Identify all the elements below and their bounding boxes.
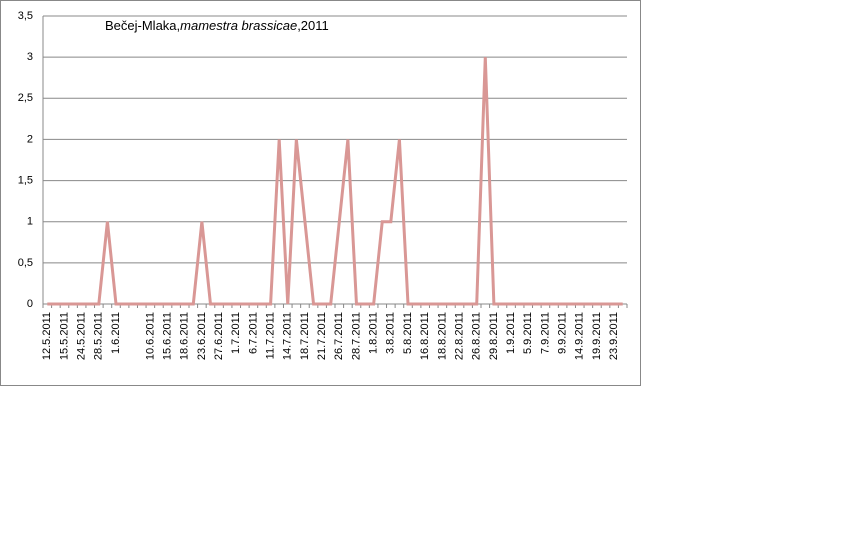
- x-tick-label: 23.9.2011: [608, 312, 620, 360]
- x-tick-label: 1.9.2011: [505, 312, 517, 354]
- x-tick-label: 26.7.2011: [333, 312, 345, 360]
- x-tick-label: 23.6.2011: [196, 312, 208, 360]
- title-part: Bečej-Mlaka,: [105, 18, 180, 33]
- x-tick-label: 22.8.2011: [453, 312, 465, 360]
- x-tick-label: 19.9.2011: [591, 312, 603, 360]
- x-tick-label: 11.7.2011: [264, 312, 276, 359]
- y-tick-label: 1,5: [18, 174, 33, 186]
- y-tick-label: 2: [27, 133, 33, 145]
- x-tick-label: 18.6.2011: [179, 312, 191, 360]
- x-tick-label: 12.5.2011: [41, 312, 53, 360]
- y-tick-label: 0: [27, 298, 33, 310]
- x-tick-label: 14.9.2011: [574, 312, 586, 360]
- x-tick-label: 27.6.2011: [213, 312, 225, 360]
- x-tick-label: 18.8.2011: [436, 312, 448, 360]
- data-line: [47, 57, 623, 306]
- x-tick-label: 7.9.2011: [539, 312, 551, 354]
- title-part: ,2011: [297, 18, 329, 33]
- y-tick-label: 1: [27, 216, 33, 228]
- y-tick-label: 2,5: [18, 92, 33, 104]
- x-tick-label: 21.7.2011: [316, 312, 328, 360]
- x-tick-label: 26.8.2011: [471, 312, 483, 360]
- title-part: mamestra brassicae: [180, 18, 297, 33]
- chart-title: Bečej-Mlaka,mamestra brassicae,2011: [105, 18, 329, 33]
- chart-border: [0, 0, 641, 386]
- x-tick-label: 24.5.2011: [76, 312, 88, 360]
- y-tick-label: 0,5: [18, 257, 33, 269]
- x-tick-label: 14.7.2011: [282, 312, 294, 360]
- x-tick-label: 29.8.2011: [488, 312, 500, 360]
- x-tick-label: 6.7.2011: [247, 312, 259, 354]
- x-tick-label: 16.8.2011: [419, 312, 431, 360]
- x-tick-label: 15.6.2011: [161, 312, 173, 360]
- x-tick-label: 1.7.2011: [230, 312, 242, 354]
- x-tick-label: 18.7.2011: [299, 312, 311, 360]
- x-tick-label: 28.7.2011: [350, 312, 362, 360]
- x-tick-label: 10.6.2011: [144, 312, 156, 360]
- x-tick-label: 15.5.2011: [58, 312, 70, 360]
- x-tick-label: 3.8.2011: [385, 312, 397, 354]
- y-tick-label: 3: [27, 51, 33, 63]
- x-tick-label: 5.8.2011: [402, 312, 414, 354]
- x-tick-label: 1.6.2011: [110, 312, 122, 354]
- x-tick-label: 28.5.2011: [93, 312, 105, 360]
- y-tick-label: 3,5: [18, 10, 33, 22]
- x-tick-label: 5.9.2011: [522, 312, 534, 354]
- x-tick-label: 1.8.2011: [368, 312, 380, 354]
- x-tick-label: 9.9.2011: [556, 312, 568, 354]
